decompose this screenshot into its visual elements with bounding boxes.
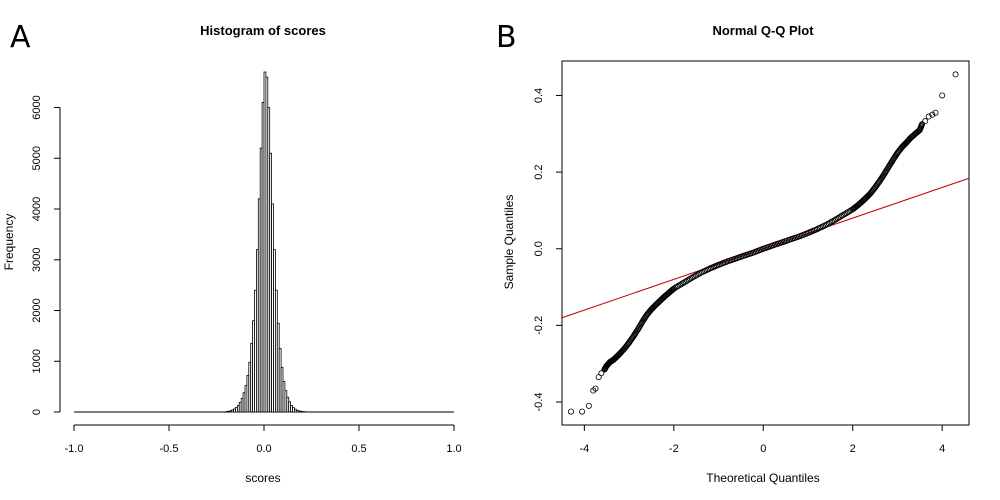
histogram-y-tick-label: 2000 xyxy=(31,298,43,322)
qq-title: Normal Q-Q Plot xyxy=(712,23,814,38)
qq-point xyxy=(839,212,846,219)
qq-point xyxy=(678,281,685,288)
qq-point xyxy=(681,279,688,286)
qq-point xyxy=(833,216,840,223)
histogram-bars xyxy=(74,71,454,413)
histogram-x-tick-label: 1.0 xyxy=(446,443,461,455)
qq-point xyxy=(592,385,599,392)
qq-point xyxy=(682,278,689,285)
histogram-y-tick-label: 3000 xyxy=(31,248,43,272)
qq-y-axis-label: Sample Quantiles xyxy=(502,195,516,290)
histogram-y-tick-label: 4000 xyxy=(31,197,43,221)
qq-plot-frame xyxy=(561,60,970,426)
histogram-title: Histogram of scores xyxy=(200,23,326,38)
panel-letter-a: A xyxy=(10,20,31,55)
qq-point xyxy=(929,111,936,118)
histogram-x-tick-label: -1.0 xyxy=(65,443,84,455)
qq-point xyxy=(672,284,679,291)
histogram-x-tick-label: 0.0 xyxy=(256,443,271,455)
qq-point xyxy=(691,273,698,280)
histogram-x-axis: -1.0 -0.5 0.0 0.5 1.0 xyxy=(65,424,462,455)
histogram-y-tick-label: 6000 xyxy=(31,95,43,119)
qq-point xyxy=(939,92,946,99)
qq-panel: B Normal Q-Q Plot Theoretical Quantiles … xyxy=(496,20,970,485)
qq-point xyxy=(687,275,694,282)
qq-x-axis-label: Theoretical Quantiles xyxy=(706,471,819,485)
qq-point xyxy=(952,71,959,78)
qq-point xyxy=(669,286,676,293)
qq-point xyxy=(827,219,834,226)
qq-point xyxy=(822,221,829,228)
qq-x-tick-label: -2 xyxy=(669,443,679,455)
qq-point xyxy=(585,402,592,409)
qq-point xyxy=(694,271,701,278)
qq-y-tick-label: 0.2 xyxy=(533,164,545,179)
histogram-y-axis-label: Frequency xyxy=(2,214,16,271)
histogram-y-tick-label: 0 xyxy=(31,409,43,415)
qq-point xyxy=(932,109,939,116)
qq-point xyxy=(836,214,843,221)
qq-point xyxy=(595,374,602,381)
qq-x-axis: -4 -2 0 2 4 xyxy=(579,425,945,455)
qq-point xyxy=(919,121,926,128)
qq-point xyxy=(675,282,682,289)
histogram-x-tick-label: 0.5 xyxy=(351,443,366,455)
qq-x-tick-label: 0 xyxy=(760,443,766,455)
qq-point xyxy=(840,211,847,218)
qq-point xyxy=(831,217,838,224)
qq-y-tick-label: 0.0 xyxy=(533,241,545,256)
qq-point xyxy=(670,285,677,292)
qq-point xyxy=(824,221,831,228)
qq-point xyxy=(693,272,700,279)
qq-y-tick-label: -0.2 xyxy=(533,316,545,335)
histogram-y-tick-label: 1000 xyxy=(31,349,43,373)
qq-y-tick-label: 0.4 xyxy=(533,88,545,103)
qq-point xyxy=(684,277,691,284)
histogram-panel: A Histogram of scores scores Frequency -… xyxy=(2,20,462,485)
qq-y-axis: -0.4 -0.2 0.0 0.2 0.4 xyxy=(533,88,562,412)
qq-point xyxy=(845,208,852,215)
histogram-y-axis: 0 1000 2000 3000 4000 5000 6000 xyxy=(31,95,61,415)
qq-point xyxy=(842,210,849,217)
qq-point xyxy=(925,113,932,120)
qq-point xyxy=(567,408,574,415)
qq-point xyxy=(598,370,605,377)
qq-point xyxy=(676,282,683,289)
qq-point xyxy=(579,408,586,415)
qq-x-tick-label: 4 xyxy=(939,443,945,455)
qq-point xyxy=(834,215,841,222)
qq-x-tick-label: 2 xyxy=(850,443,856,455)
qq-y-tick-label: -0.4 xyxy=(533,393,545,412)
histogram-y-tick-label: 5000 xyxy=(31,146,43,170)
histogram-x-axis-label: scores xyxy=(245,471,280,485)
qq-point xyxy=(685,276,692,283)
qq-point xyxy=(688,274,695,281)
qq-point xyxy=(690,274,697,281)
qq-point xyxy=(673,283,680,290)
qq-point xyxy=(837,213,844,220)
qq-point xyxy=(679,280,686,287)
qq-point xyxy=(828,218,835,225)
histogram-x-tick-label: -0.5 xyxy=(160,443,179,455)
qq-point xyxy=(843,209,850,216)
qq-points xyxy=(567,71,959,415)
qq-x-tick-label: -4 xyxy=(579,443,589,455)
qq-point xyxy=(830,217,837,224)
panel-letter-b: B xyxy=(496,20,517,55)
qq-point xyxy=(825,220,832,227)
qq-point xyxy=(922,118,929,125)
